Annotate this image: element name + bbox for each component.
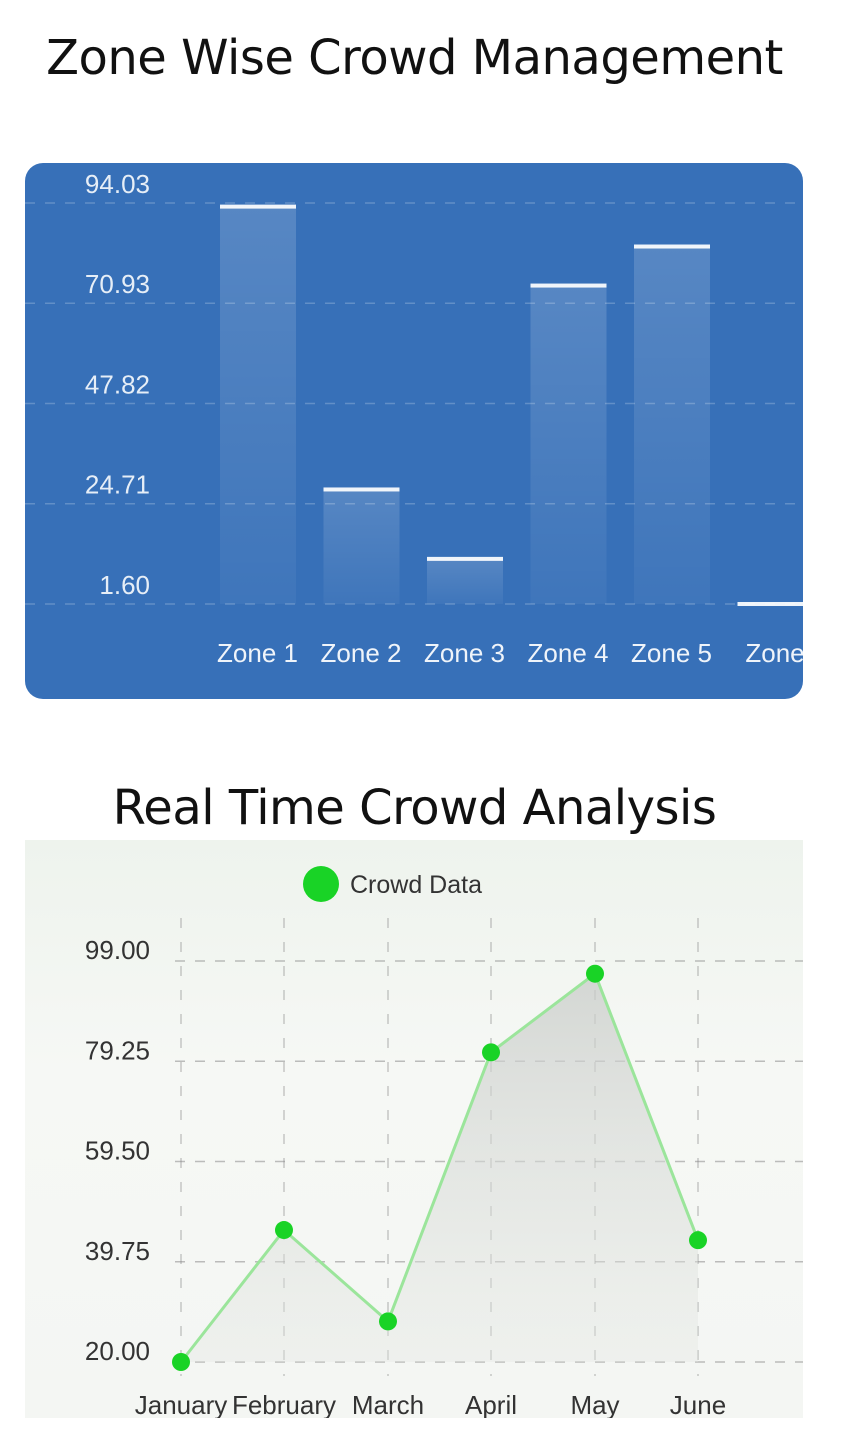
legend-swatch [303,866,339,902]
bar-4 [531,286,607,604]
line-y-tick-label: 39.75 [85,1236,150,1266]
bar-y-tick-label: 70.93 [85,269,150,299]
bar-1 [220,207,296,604]
bar-5 [634,247,710,604]
crowd-line-chart-card: 99.00 79.25 59.50 39.75 20.00 January February… [25,840,803,1418]
crowd-data-area [181,974,698,1362]
crowd-data-point [586,965,604,983]
bar-3 [427,559,503,604]
bar-cap-2 [324,487,400,491]
legend-label: Crowd Data [350,871,482,899]
crowd-data-point [689,1231,707,1249]
crowd-data-point [379,1312,397,1330]
line-y-tick-label: 20.00 [85,1336,150,1366]
bar-cap-3 [427,557,503,561]
zone-chart-title: Zone Wise Crowd Management [0,30,835,86]
line-x-tick-label: June [670,1390,726,1418]
line-x-tick-label: March [352,1390,424,1418]
crowd-data-point [275,1221,293,1239]
bar-x-tick-label: Zone 4 [528,638,609,668]
crowd-data-point [482,1043,500,1061]
bar-cap-5 [634,245,710,249]
bar-x-tick-label: Zone 2 [321,638,402,668]
bar-cap-1 [220,205,296,209]
bar-x-tick-label: Zone [745,638,803,668]
bar-cap-4 [531,284,607,288]
bar-y-tick-label: 24.71 [85,470,150,500]
bar-y-tick-label: 94.03 [85,169,150,199]
bar-x-tick-label: Zone 1 [217,638,298,668]
zone-bar-chart-card: 94.03 70.93 47.82 24.71 1.60 Zone 1 Zone 2 Zone… [25,163,803,699]
line-y-tick-label: 99.00 [85,935,150,965]
line-x-tick-label: April [465,1390,517,1418]
bar-x-tick-label: Zone 3 [424,638,505,668]
line-x-tick-label: May [570,1390,619,1418]
line-x-tick-label: February [232,1390,336,1418]
realtime-chart-title: Real Time Crowd Analysis [0,780,835,836]
zone-bar-chart: 94.03 70.93 47.82 24.71 1.60 Zone 1 Zone 2 Zone… [25,163,803,699]
line-y-tick-label: 59.50 [85,1136,150,1166]
bar-cap-6 [738,602,804,606]
line-y-tick-label: 79.25 [85,1035,150,1065]
crowd-line-chart: 99.00 79.25 59.50 39.75 20.00 January February… [25,840,803,1418]
line-x-tick-label: January [135,1390,228,1418]
bar-y-tick-label: 1.60 [99,570,150,600]
crowd-data-point [172,1353,190,1371]
bar-x-tick-label: Zone 5 [631,638,712,668]
bar-2 [324,489,400,604]
bar-y-tick-label: 47.82 [85,369,150,399]
